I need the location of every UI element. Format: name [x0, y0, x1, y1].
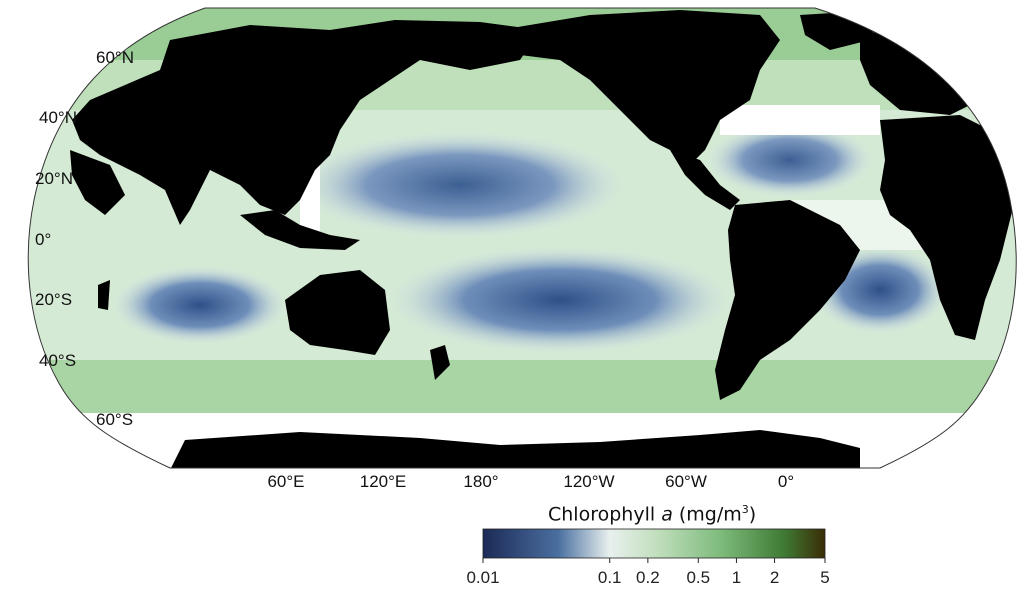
europe-north	[860, 30, 980, 115]
south-pacific-gyre	[385, 245, 735, 355]
australia	[285, 270, 390, 355]
colorbar-tick-label: 1	[731, 568, 742, 587]
lon-label-0: 0°	[778, 472, 794, 491]
africa	[880, 115, 1015, 340]
colorbar	[482, 528, 826, 563]
land-masses	[70, 10, 1015, 468]
lat-label-20n: 20°N	[35, 169, 73, 188]
ocean-layer	[28, 8, 1017, 468]
eurasia	[72, 20, 540, 225]
north-atlantic-gyre	[705, 122, 875, 198]
antarctica	[170, 430, 860, 468]
colorbar-tick-label: 0.1	[597, 568, 622, 587]
lat-label-40s: 40°S	[39, 351, 76, 370]
latitude-labels: 60°N 40°N 20°N 0° 20°S 40°S 60°S	[35, 48, 134, 429]
lon-label-60w: 60°W	[665, 472, 707, 491]
colorbar-tick-label: 2	[769, 568, 780, 587]
longitude-labels: 60°E 120°E 180° 120°W 60°W 0°	[267, 472, 794, 491]
lat-label-0: 0°	[35, 230, 51, 249]
globe-outline	[27, 7, 1017, 469]
new-zealand	[430, 345, 450, 380]
colorbar-title: Chlorophyll a (mg/m3)	[548, 503, 757, 526]
north-america	[500, 10, 780, 165]
colorbar-tick-label: 0.01	[466, 568, 500, 587]
colorbar-ticks	[482, 558, 826, 563]
lat-label-60n: 60°N	[96, 48, 134, 67]
central-america	[670, 150, 740, 210]
madagascar	[98, 280, 110, 310]
arabia-india-region	[70, 150, 125, 215]
lon-label-180: 180°	[463, 472, 498, 491]
indian-ocean-gyre	[110, 265, 290, 345]
colorbar-tick-label: 0.2	[636, 568, 660, 587]
southeast-asia-islands	[240, 210, 360, 250]
lon-label-60e: 60°E	[267, 472, 304, 491]
lat-label-20s: 20°S	[35, 290, 72, 309]
colorbar-tick-label: 0.5	[686, 568, 711, 587]
lat-label-60s: 60°S	[96, 410, 133, 429]
north-pacific-gyre	[290, 130, 630, 240]
lat-label-40n: 40°N	[39, 108, 77, 127]
colorbar-tick-label: 5	[820, 568, 830, 587]
colorbar-gradient	[482, 528, 826, 559]
south-america	[715, 200, 860, 400]
lon-label-120w: 120°W	[563, 472, 614, 491]
lon-label-120e: 120°E	[360, 472, 407, 491]
